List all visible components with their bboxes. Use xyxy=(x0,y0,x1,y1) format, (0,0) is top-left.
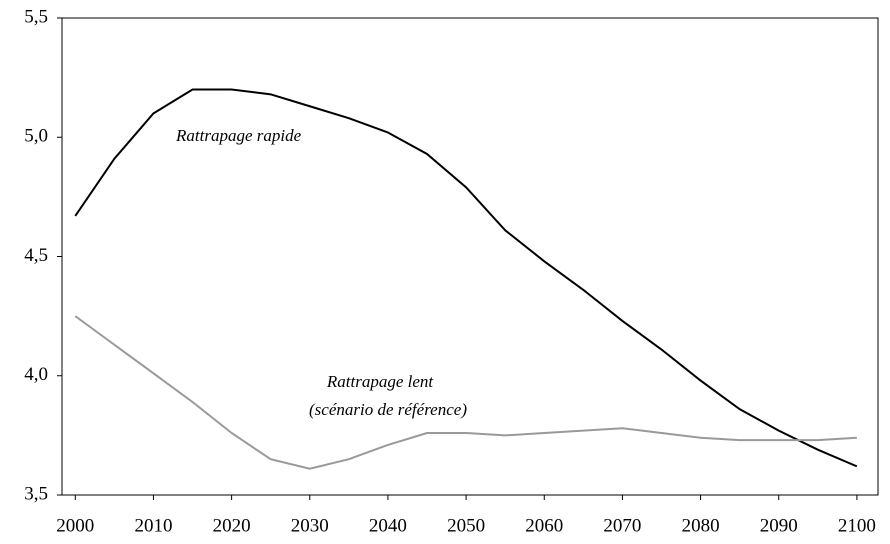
line-series xyxy=(74,88,858,468)
x-tick-label: 2000 xyxy=(56,515,94,536)
plot-frame xyxy=(61,17,879,496)
annotation: Rattrapage rapide xyxy=(175,126,302,145)
x-tick-label: 2050 xyxy=(447,515,485,536)
x-tick-label: 2070 xyxy=(603,515,641,536)
line-series xyxy=(74,315,857,470)
x-tick-label: 2030 xyxy=(291,515,329,536)
x-tick-label: 2090 xyxy=(760,515,798,536)
x-tick-label: 2100 xyxy=(838,515,876,536)
x-tick-label: 2040 xyxy=(369,515,407,536)
y-tick-label: 4,5 xyxy=(24,245,48,266)
y-tick-label: 3,5 xyxy=(24,483,48,504)
x-tick-label: 2080 xyxy=(682,515,720,536)
y-tick-label: 4,0 xyxy=(24,364,48,385)
x-tick-label: 2020 xyxy=(213,515,251,536)
x-tick-label: 2010 xyxy=(134,515,172,536)
y-tick-label: 5,0 xyxy=(24,126,48,147)
annotation: Rattrapage lent xyxy=(326,372,435,391)
annotation: (scénario de référence) xyxy=(309,400,467,419)
y-tick-label: 5,5 xyxy=(24,6,48,27)
x-tick-label: 2060 xyxy=(525,515,563,536)
